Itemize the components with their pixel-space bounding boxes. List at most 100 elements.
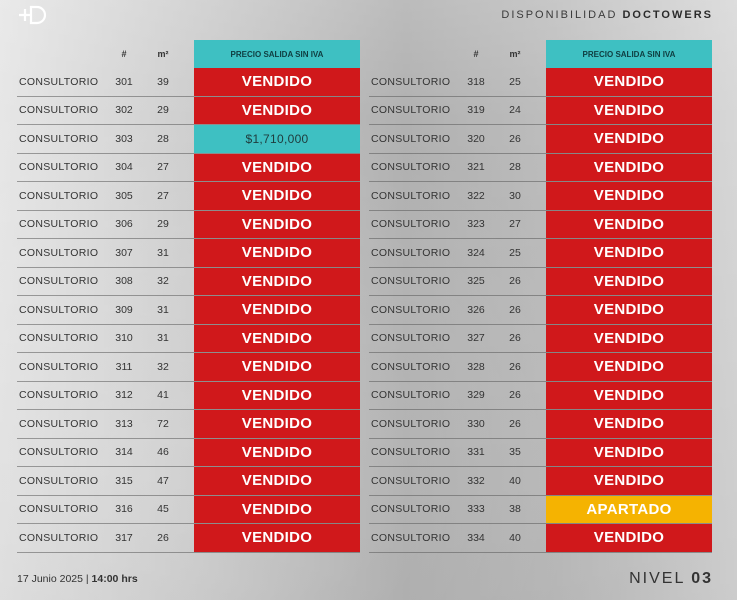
unit-number: 323 [467, 218, 485, 231]
table-row: CONSULTORIO 331 35 VENDIDO [369, 438, 712, 467]
column-header-number: # [473, 49, 479, 59]
unit-number: 318 [467, 75, 485, 88]
table-row: CONSULTORIO 304 27 VENDIDO [17, 153, 360, 182]
table-row: CONSULTORIO 326 26 VENDIDO [369, 296, 712, 325]
unit-area: 32 [157, 360, 169, 373]
unit-status-vendido: VENDIDO [194, 410, 360, 438]
unit-status-precio: $1,710,000 [194, 125, 360, 153]
unit-name: CONSULTORIO [371, 246, 451, 259]
unit-number: 326 [467, 303, 485, 316]
unit-status-vendido: VENDIDO [194, 267, 360, 295]
table-row: CONSULTORIO 315 47 VENDIDO [17, 467, 360, 496]
table-row: CONSULTORIO 311 32 VENDIDO [17, 353, 360, 382]
unit-area: 41 [157, 389, 169, 402]
unit-status-vendido: VENDIDO [194, 324, 360, 352]
unit-number: 327 [467, 332, 485, 345]
unit-status-vendido: VENDIDO [546, 267, 712, 295]
unit-area: 39 [157, 75, 169, 88]
unit-area: 32 [157, 275, 169, 288]
table-row: CONSULTORIO 312 41 VENDIDO [17, 381, 360, 410]
footer-date: 17 Junio 2025 | [17, 573, 89, 585]
unit-status-vendido: VENDIDO [546, 353, 712, 381]
unit-name: CONSULTORIO [19, 132, 99, 145]
unit-number: 310 [115, 332, 133, 345]
unit-number: 312 [115, 389, 133, 402]
unit-area: 40 [509, 474, 521, 487]
table-row: CONSULTORIO 329 26 VENDIDO [369, 381, 712, 410]
unit-name: CONSULTORIO [371, 417, 451, 430]
table-row: CONSULTORIO 323 27 VENDIDO [369, 210, 712, 239]
unit-area: 25 [509, 75, 521, 88]
table-row: CONSULTORIO 310 31 VENDIDO [17, 324, 360, 353]
unit-status-vendido: VENDIDO [546, 524, 712, 552]
unit-status-vendido: VENDIDO [194, 239, 360, 267]
unit-number: 304 [115, 161, 133, 174]
unit-number: 307 [115, 246, 133, 259]
unit-number: 317 [115, 531, 133, 544]
unit-name: CONSULTORIO [371, 389, 451, 402]
unit-name: CONSULTORIO [19, 75, 99, 88]
unit-status-vendido: VENDIDO [546, 125, 712, 153]
unit-status-vendido: VENDIDO [546, 410, 712, 438]
unit-name: CONSULTORIO [371, 275, 451, 288]
unit-area: 46 [157, 446, 169, 459]
unit-area: 26 [157, 531, 169, 544]
unit-number: 305 [115, 189, 133, 202]
table-row: CONSULTORIO 317 26 VENDIDO [17, 524, 360, 553]
unit-name: CONSULTORIO [371, 161, 451, 174]
unit-status-vendido: VENDIDO [194, 438, 360, 466]
unit-area: 27 [157, 189, 169, 202]
unit-number: 316 [115, 503, 133, 516]
unit-number: 320 [467, 132, 485, 145]
table-row: CONSULTORIO 333 38 APARTADO [369, 495, 712, 524]
table-row: CONSULTORIO 321 28 VENDIDO [369, 153, 712, 182]
unit-name: CONSULTORIO [19, 417, 99, 430]
table-row: CONSULTORIO 313 72 VENDIDO [17, 410, 360, 439]
table-row: CONSULTORIO 301 39 VENDIDO [17, 68, 360, 97]
unit-number: 333 [467, 503, 485, 516]
level-indicator: NIVEL 03 [629, 570, 713, 588]
unit-name: CONSULTORIO [371, 218, 451, 231]
unit-status-vendido: VENDIDO [546, 153, 712, 181]
unit-name: CONSULTORIO [371, 360, 451, 373]
unit-number: 319 [467, 104, 485, 117]
unit-name: CONSULTORIO [371, 303, 451, 316]
unit-number: 325 [467, 275, 485, 288]
unit-status-vendido: VENDIDO [194, 381, 360, 409]
unit-status-vendido: VENDIDO [546, 96, 712, 124]
unit-number: 302 [115, 104, 133, 117]
table-row: CONSULTORIO 334 40 VENDIDO [369, 524, 712, 553]
unit-number: 329 [467, 389, 485, 402]
table-row: CONSULTORIO 305 27 VENDIDO [17, 182, 360, 211]
table-row: CONSULTORIO 316 45 VENDIDO [17, 495, 360, 524]
unit-area: 24 [509, 104, 521, 117]
table-row: CONSULTORIO 322 30 VENDIDO [369, 182, 712, 211]
table-row: CONSULTORIO 324 25 VENDIDO [369, 239, 712, 268]
unit-area: 26 [509, 417, 521, 430]
table-row: CONSULTORIO 314 46 VENDIDO [17, 438, 360, 467]
unit-status-vendido: VENDIDO [194, 353, 360, 381]
unit-status-vendido: VENDIDO [194, 96, 360, 124]
level-number: 03 [691, 570, 713, 587]
footer-timestamp: 17 Junio 2025 | 14:00 hrs [17, 573, 138, 585]
doctowers-logo-icon [19, 5, 47, 25]
unit-area: 26 [509, 303, 521, 316]
unit-number: 306 [115, 218, 133, 231]
unit-area: 26 [509, 360, 521, 373]
unit-name: CONSULTORIO [19, 246, 99, 259]
unit-area: 26 [509, 275, 521, 288]
unit-number: 330 [467, 417, 485, 430]
column-header-number: # [121, 49, 127, 59]
unit-status-vendido: VENDIDO [546, 467, 712, 495]
unit-area: 27 [157, 161, 169, 174]
table-row: CONSULTORIO 320 26 VENDIDO [369, 125, 712, 154]
unit-name: CONSULTORIO [19, 104, 99, 117]
unit-status-vendido: VENDIDO [194, 68, 360, 96]
unit-name: CONSULTORIO [371, 474, 451, 487]
unit-number: 313 [115, 417, 133, 430]
unit-number: 315 [115, 474, 133, 487]
table-row: CONSULTORIO 330 26 VENDIDO [369, 410, 712, 439]
unit-name: CONSULTORIO [19, 332, 99, 345]
unit-area: 45 [157, 503, 169, 516]
unit-name: CONSULTORIO [19, 275, 99, 288]
